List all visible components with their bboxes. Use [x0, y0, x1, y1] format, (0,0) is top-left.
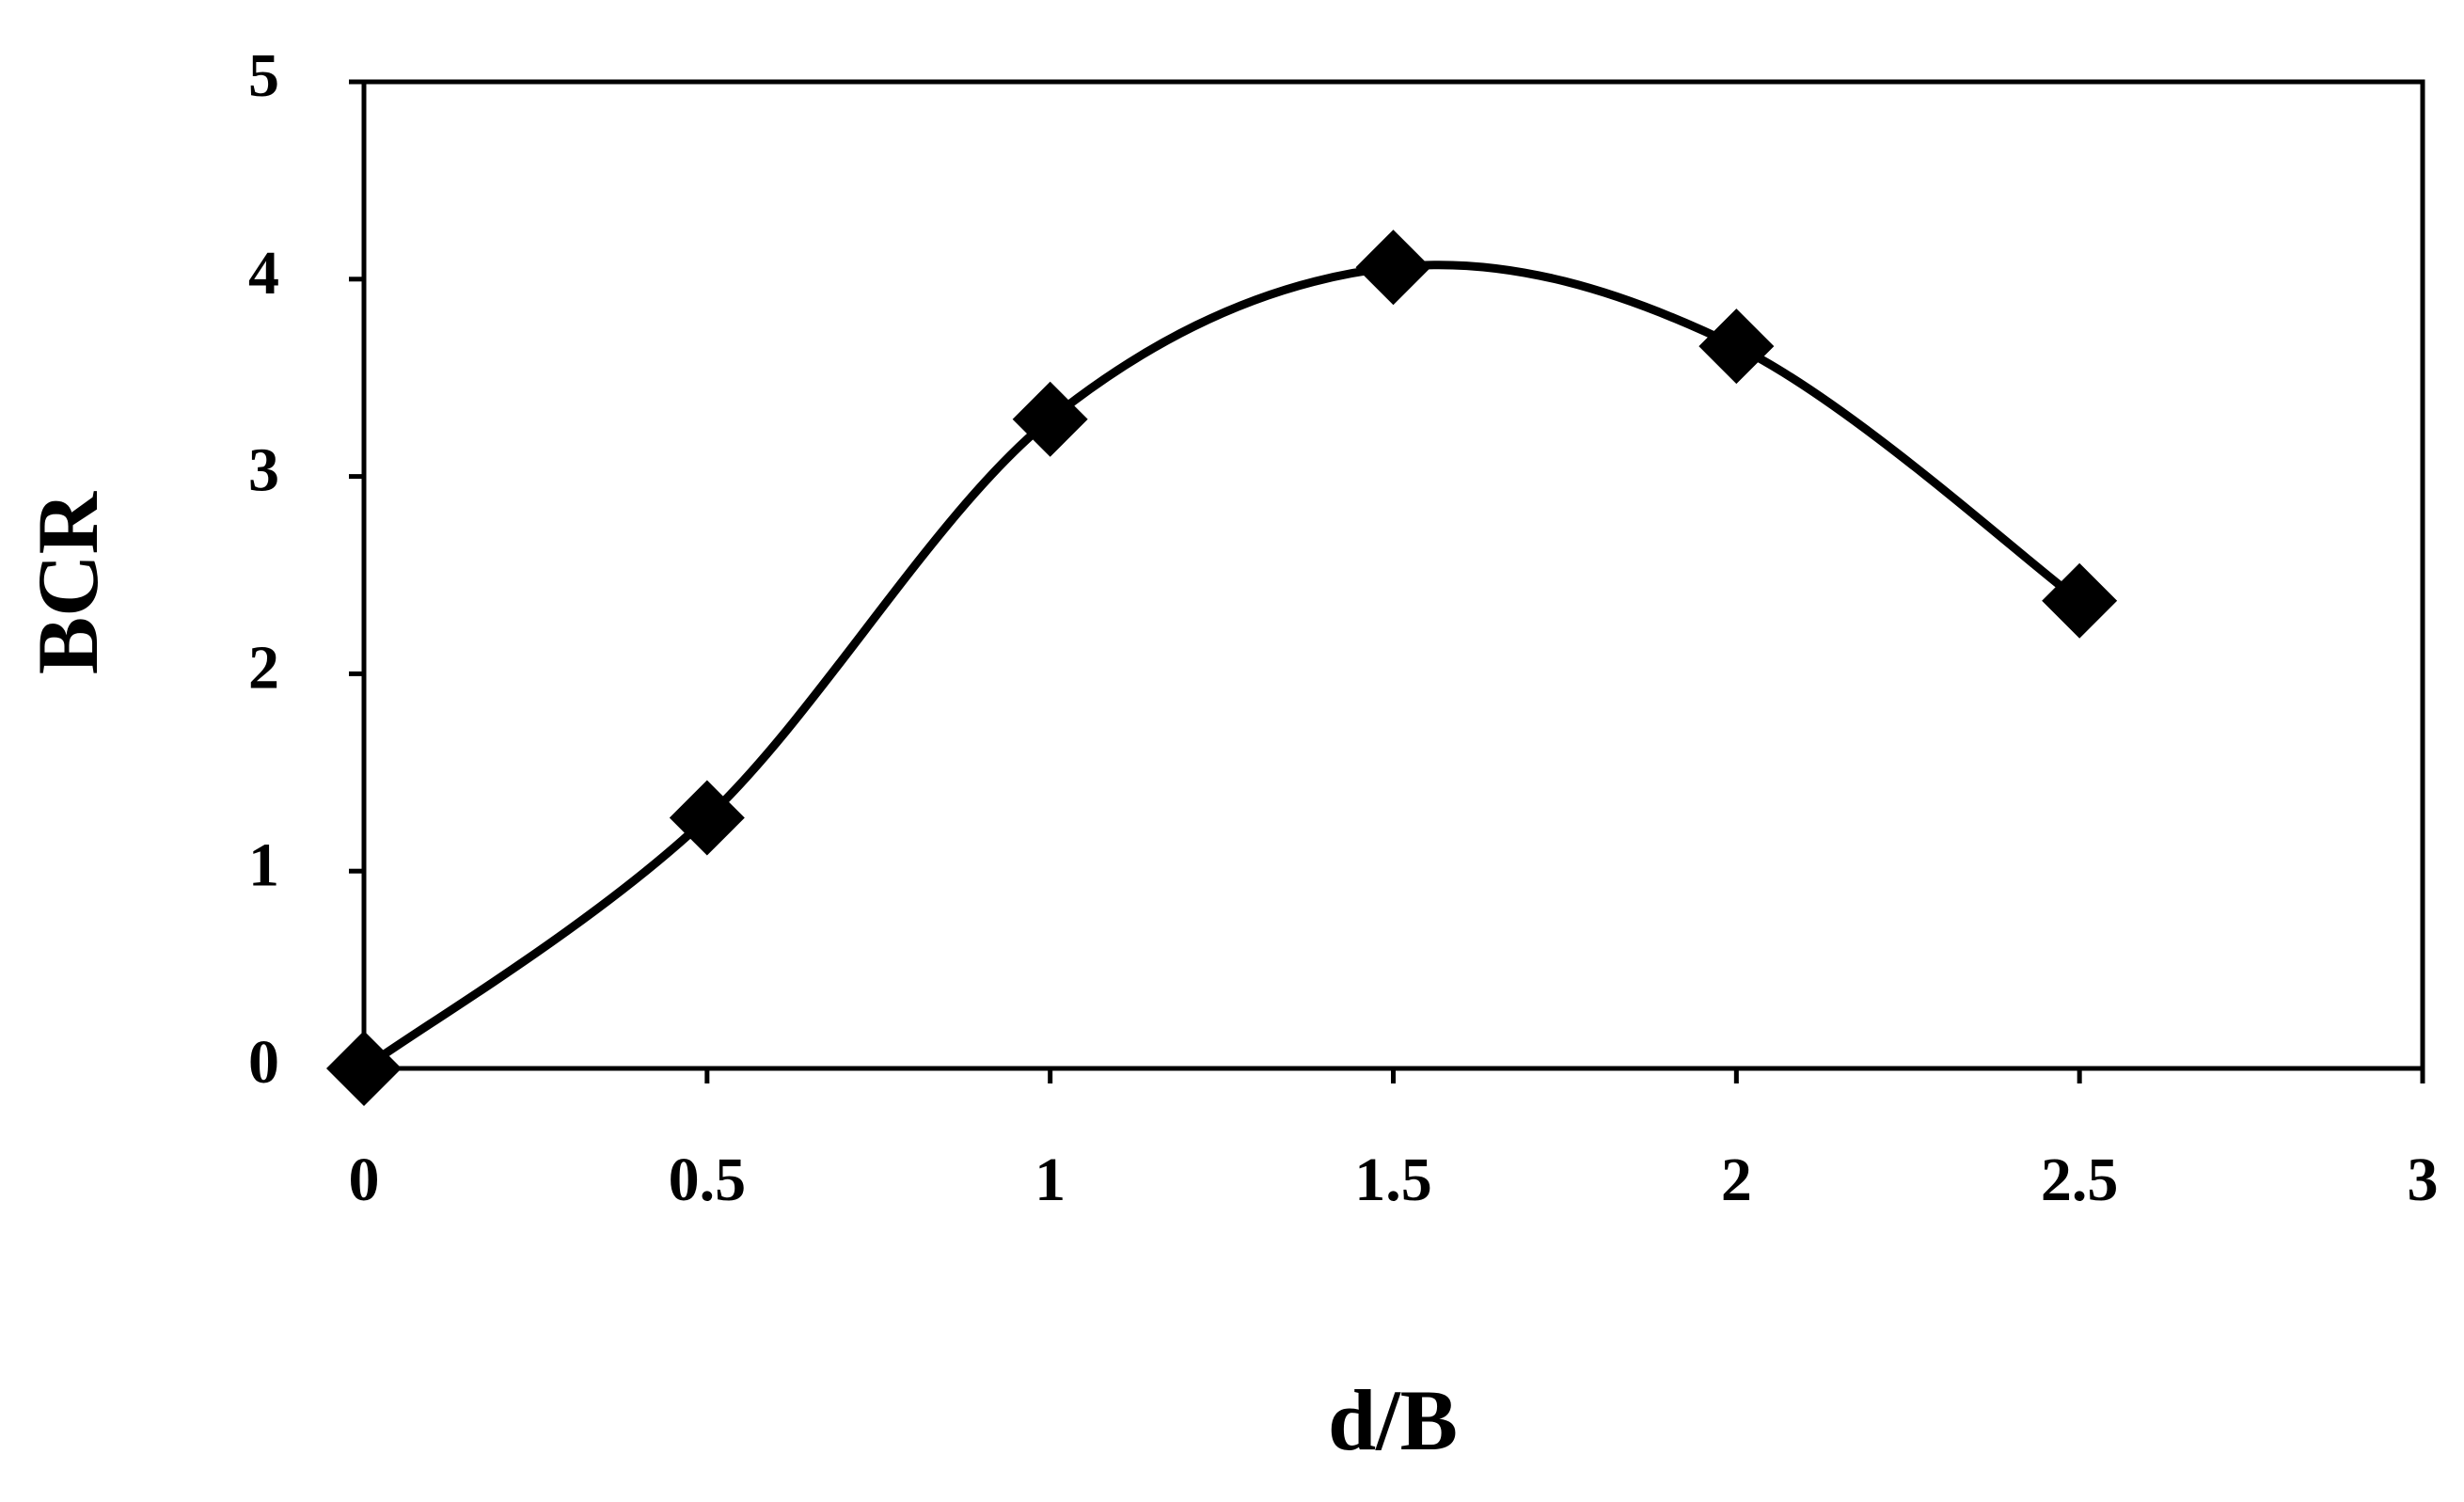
y-tick-label: 4 [248, 239, 279, 308]
y-tick-label: 1 [248, 830, 279, 899]
marker [1355, 229, 1431, 306]
marker [2042, 562, 2118, 639]
x-tick-label: 0 [349, 1146, 380, 1214]
line [361, 261, 2082, 1072]
x-tick-label: 1.5 [1354, 1146, 1432, 1214]
x-tick-label: 2.5 [2041, 1146, 2119, 1214]
y-tick-label: 2 [248, 634, 279, 703]
y-axis-title: BCR [20, 490, 116, 674]
y-tick-label: 0 [248, 1028, 279, 1097]
x-axis-title: d/B [1328, 1372, 1458, 1468]
x-tick-label: 2 [1721, 1146, 1752, 1214]
y-tick-label: 3 [248, 436, 279, 505]
x-tick-label: 1 [1035, 1146, 1066, 1214]
x-tick-label: 0.5 [669, 1146, 747, 1214]
marker [1012, 381, 1088, 457]
y-tick-label: 5 [248, 41, 279, 110]
marker [1698, 308, 1775, 385]
marker [326, 1031, 402, 1106]
x-tick-label: 3 [2408, 1146, 2439, 1214]
marker [669, 780, 745, 856]
